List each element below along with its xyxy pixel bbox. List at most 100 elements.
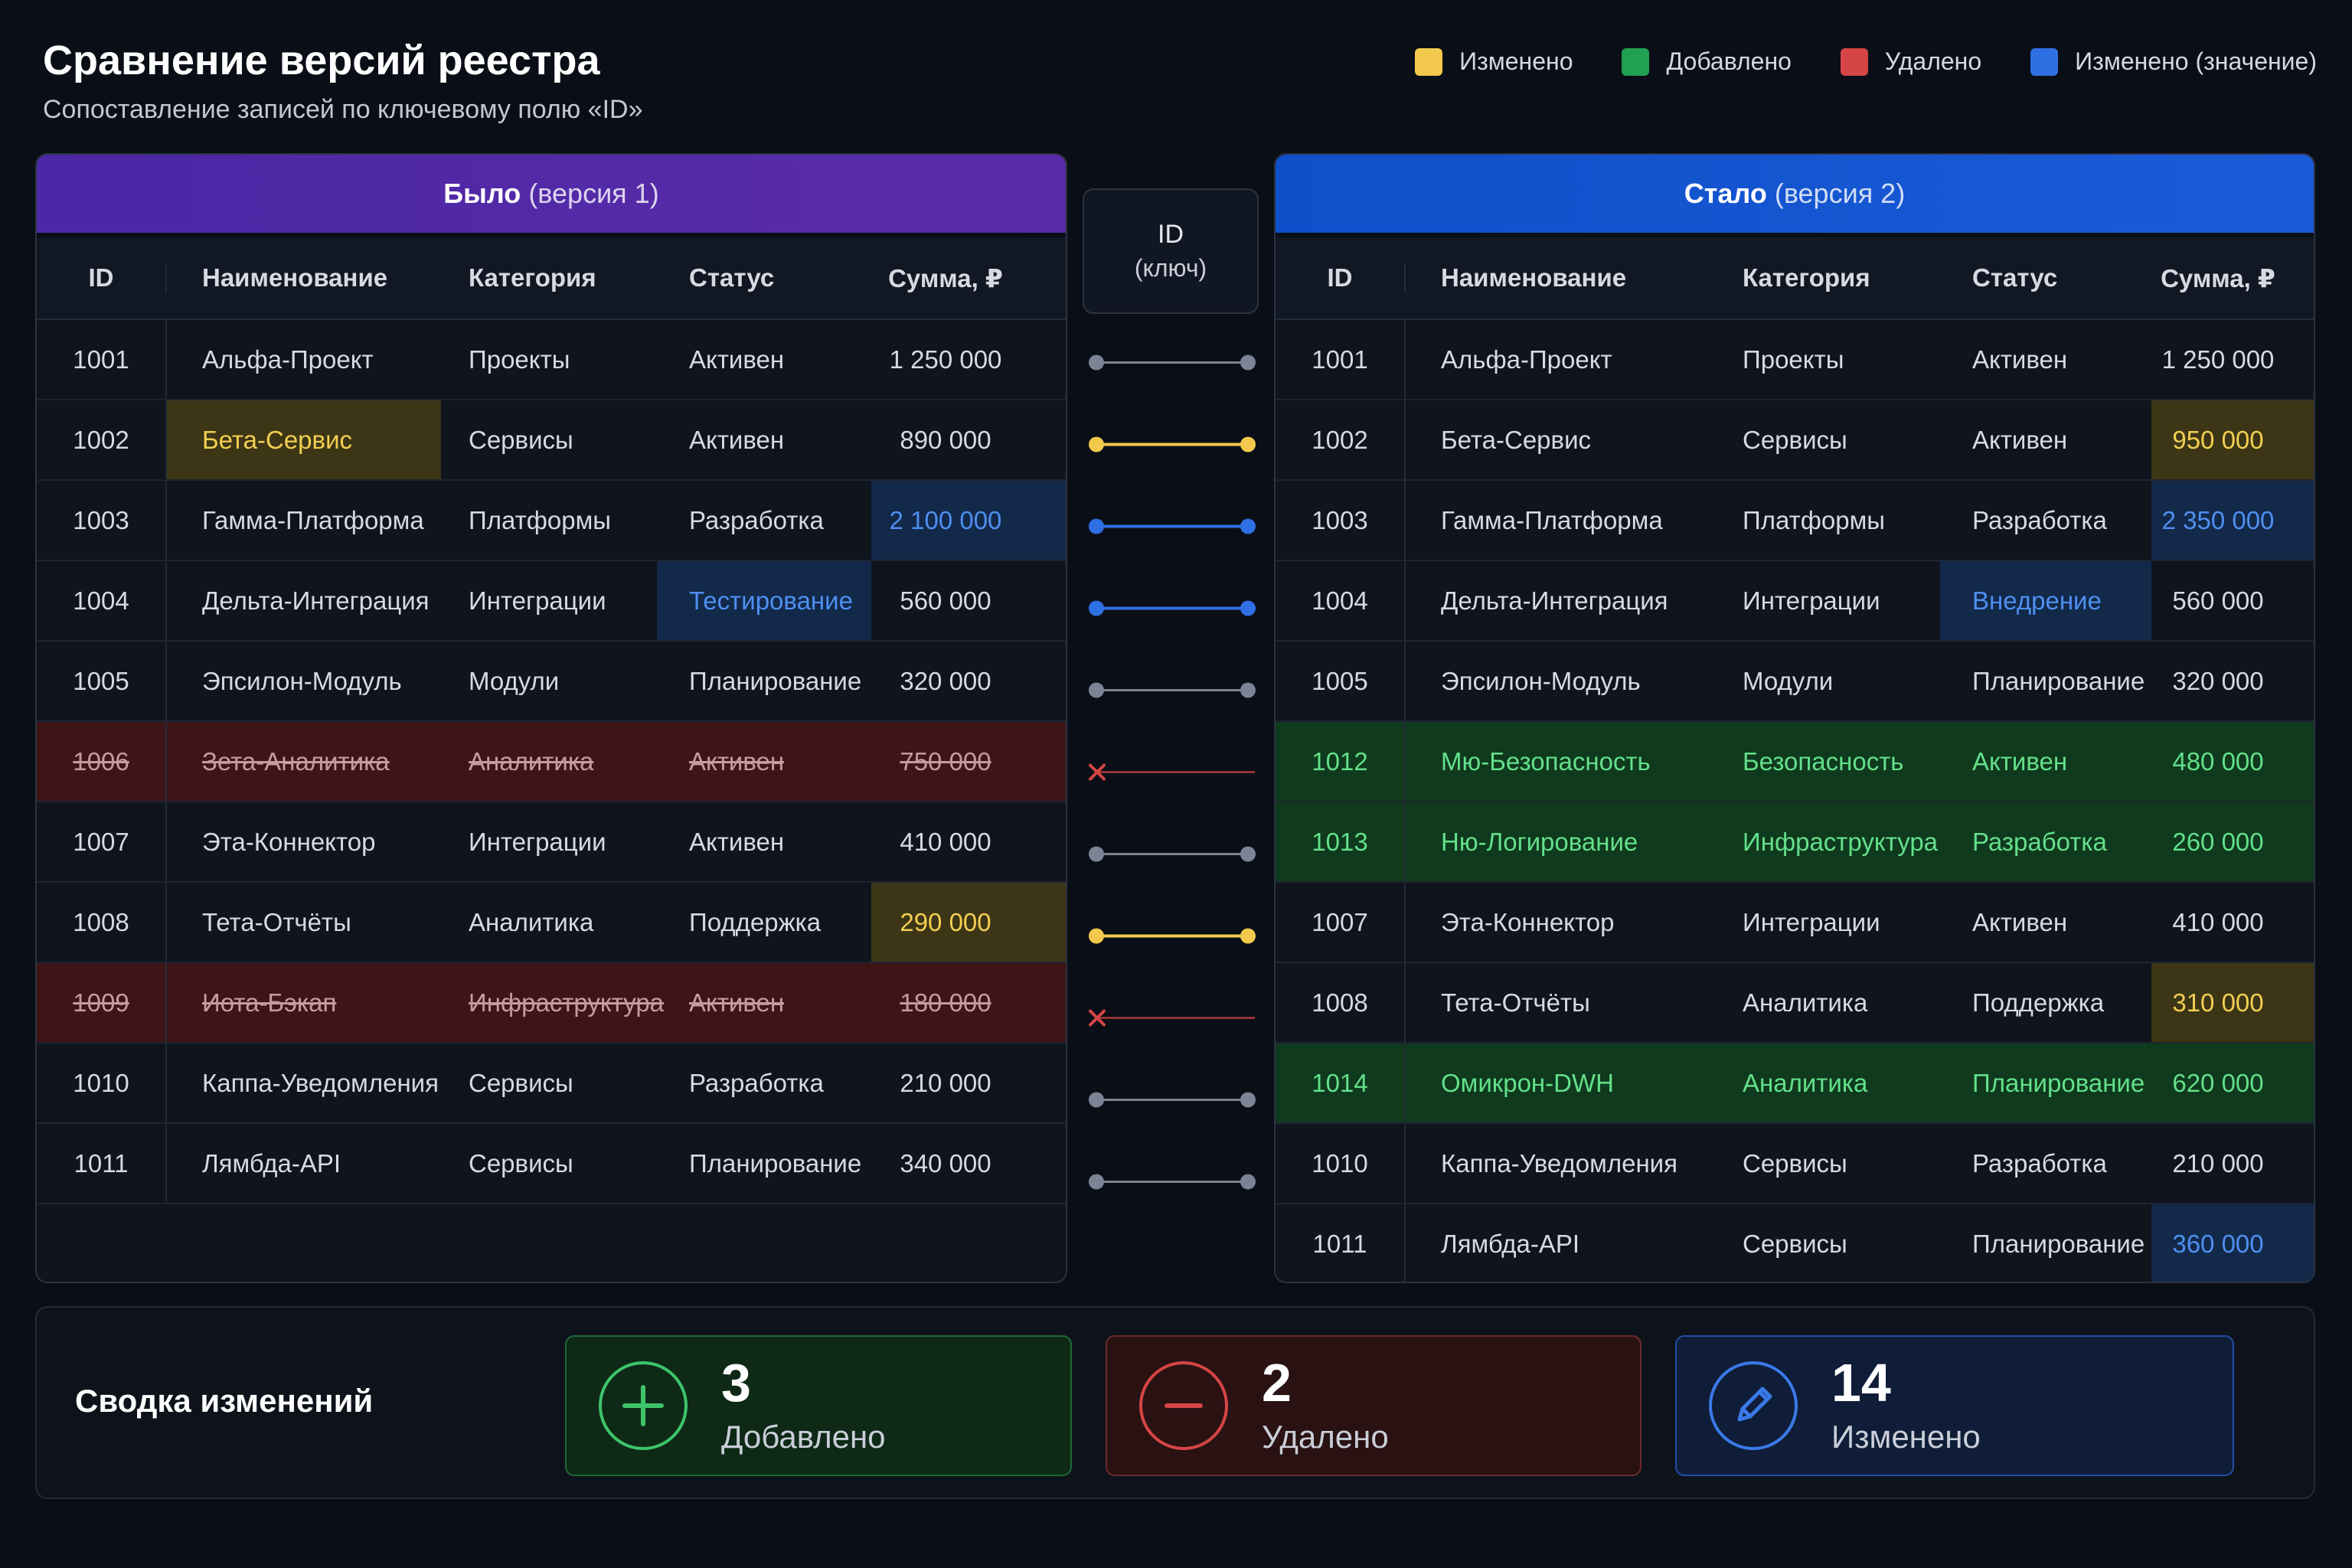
old-table-header: ID Наименование Категория Статус Сумма, … <box>37 233 1066 320</box>
row-sum: 340 000 <box>900 1148 991 1178</box>
row-sum: 950 000 <box>2151 400 2314 479</box>
connector-same <box>1089 354 1256 371</box>
row-sum: 890 000 <box>900 425 991 454</box>
connector-deleted <box>1089 1009 1255 1027</box>
row-sum: 180 000 <box>900 988 991 1017</box>
row-category: Инфраструктура <box>1743 827 1939 856</box>
row-id: 1004 <box>37 561 167 640</box>
column-header-id[interactable]: ID <box>37 263 167 292</box>
row-status: Планирование <box>689 666 862 695</box>
added-count: 3 <box>721 1353 751 1413</box>
table-row[interactable]: 1008 Тета-Отчёты Аналитика Поддержка 310 000 <box>1276 963 2314 1044</box>
row-category: Интеграции <box>1743 907 1880 936</box>
table-row[interactable]: 1002 Бета-Сервис Сервисы Активен 890 000 <box>37 400 1066 481</box>
row-id: 1003 <box>1276 481 1406 560</box>
table-row[interactable]: 1011 Лямбда-API Сервисы Планирование 360 000 <box>1276 1204 2314 1282</box>
row-category: Платформы <box>1743 505 1885 534</box>
column-header-category[interactable]: Категория <box>1743 263 1870 292</box>
row-id: 1013 <box>1276 802 1406 881</box>
table-row[interactable]: 1012 Мю-Безопасность Безопасность Активен 48… <box>1276 722 2314 802</box>
row-id: 1007 <box>37 802 167 881</box>
row-id: 1009 <box>37 963 167 1042</box>
row-status: Планирование <box>1972 1229 2145 1258</box>
row-category: Интеграции <box>469 827 606 856</box>
row-sum: 410 000 <box>900 827 991 856</box>
legend-swatch <box>1622 47 1650 76</box>
row-sum: 360 000 <box>2151 1204 2314 1282</box>
row-id: 1004 <box>1276 561 1406 640</box>
table-row[interactable]: 1002 Бета-Сервис Сервисы Активен 950 000 <box>1276 400 2314 481</box>
row-status: Разработка <box>1972 505 2107 534</box>
column-header-status[interactable]: Статус <box>1972 263 2058 292</box>
table-row[interactable]: 1005 Эпсилон-Модуль Модули Планирование 320 … <box>37 642 1066 722</box>
row-category: Платформы <box>469 505 611 534</box>
added-summary-card[interactable]: 3 Добавлено <box>565 1335 1072 1476</box>
row-sum: 2 350 000 <box>2151 481 2314 560</box>
new-table-header: ID Наименование Категория Статус Сумма, … <box>1276 233 2314 320</box>
column-header-name[interactable]: Наименование <box>1441 263 1627 292</box>
connector-changed <box>1089 928 1256 944</box>
row-id: 1008 <box>1276 963 1406 1042</box>
row-sum: 310 000 <box>2151 963 2314 1042</box>
row-name: Альфа-Проект <box>202 345 374 374</box>
row-name: Бета-Сервис <box>1441 425 1592 454</box>
row-id: 1007 <box>1276 883 1406 962</box>
row-id: 1002 <box>37 400 167 479</box>
column-header-id[interactable]: ID <box>1276 263 1406 292</box>
changed-summary-card[interactable]: 14 Изменено <box>1675 1335 2234 1476</box>
row-sum: 290 000 <box>871 883 1066 962</box>
row-id: 1005 <box>1276 642 1406 720</box>
table-row[interactable]: 1005 Эпсилон-Модуль Модули Планирование 320 … <box>1276 642 2314 722</box>
table-row[interactable]: 1001 Альфа-Проект Проекты Активен 1 250 000 <box>37 320 1066 400</box>
column-header-sum[interactable]: Сумма, ₽ <box>888 263 1003 292</box>
table-row[interactable]: 1003 Гамма-Платформа Платформы Разработка 2 … <box>1276 481 2314 561</box>
table-row[interactable]: 1008 Тета-Отчёты Аналитика Поддержка 290 000 <box>37 883 1066 963</box>
row-name: Дельта-Интеграция <box>1441 586 1668 615</box>
column-header-name[interactable]: Наименование <box>202 263 388 292</box>
row-status: Поддержка <box>1972 988 2105 1017</box>
column-header-category[interactable]: Категория <box>469 263 596 292</box>
column-header-status[interactable]: Статус <box>689 263 775 292</box>
row-status: Активен <box>689 345 785 374</box>
row-status: Тестирование <box>657 561 871 640</box>
row-status: Активен <box>689 746 785 776</box>
deleted-summary-card[interactable]: 2 Удалено <box>1106 1335 1642 1476</box>
table-row[interactable]: 1013 Ню-Логирование Инфраструктура Разработ… <box>1276 802 2314 883</box>
row-name: Гамма-Платформа <box>1441 505 1663 534</box>
summary-title: Сводка изменений <box>75 1383 374 1419</box>
table-row[interactable]: 1014 Омикрон-DWH Аналитика Планирование 620 … <box>1276 1044 2314 1124</box>
row-id: 1001 <box>37 320 167 399</box>
key-column-header: ID (ключ) <box>1083 188 1259 314</box>
row-sum: 1 250 000 <box>889 345 1002 374</box>
row-status: Планирование <box>1972 666 2145 695</box>
table-row[interactable]: 1006 Зета-Аналитика Аналитика Активен 750 00… <box>37 722 1066 802</box>
row-category: Сервисы <box>469 1068 573 1097</box>
row-category: Интеграции <box>1743 586 1880 615</box>
row-name: Мю-Безопасность <box>1441 746 1651 776</box>
row-id: 1014 <box>1276 1044 1406 1122</box>
legend-swatch <box>1415 47 1443 76</box>
row-sum: 210 000 <box>2172 1148 2264 1178</box>
row-category: Аналитика <box>1743 988 1868 1017</box>
table-row[interactable]: 1007 Эта-Коннектор Интеграции Активен 410 00… <box>37 802 1066 883</box>
row-status: Разработка <box>1972 1148 2107 1178</box>
table-row[interactable]: 1011 Лямбда-API Сервисы Планирование 340 000 <box>37 1124 1066 1204</box>
column-header-sum[interactable]: Сумма, ₽ <box>2161 263 2275 292</box>
table-row[interactable]: 1004 Дельта-Интеграция Интеграции Внедрение… <box>1276 561 2314 642</box>
row-name: Тета-Отчёты <box>1441 988 1590 1017</box>
close-icon <box>1089 763 1106 781</box>
table-row[interactable]: 1007 Эта-Коннектор Интеграции Активен 410 00… <box>1276 883 2314 963</box>
table-row[interactable]: 1009 Иота-Бэкап Инфраструктура Активен 180 0… <box>37 963 1066 1044</box>
row-category: Проекты <box>469 345 570 374</box>
table-row[interactable]: 1010 Каппа-Уведомления Сервисы Разработка 21… <box>1276 1124 2314 1204</box>
row-name: Каппа-Уведомления <box>1441 1148 1677 1178</box>
row-status: Активен <box>689 988 785 1017</box>
row-name: Гамма-Платформа <box>202 505 424 534</box>
legend-item-added: Добавлено <box>1622 47 1792 76</box>
old-version-panel: Было (версия 1) ID Наименование Категория… <box>35 153 1067 1283</box>
table-row[interactable]: 1004 Дельта-Интеграция Интеграции Тестирова… <box>37 561 1066 642</box>
table-row[interactable]: 1003 Гамма-Платформа Платформы Разработка 2 … <box>37 481 1066 561</box>
table-row[interactable]: 1001 Альфа-Проект Проекты Активен 1 250 000 <box>1276 320 2314 400</box>
row-status: Активен <box>1972 425 2068 454</box>
table-row[interactable]: 1010 Каппа-Уведомления Сервисы Разработка 21… <box>37 1044 1066 1124</box>
